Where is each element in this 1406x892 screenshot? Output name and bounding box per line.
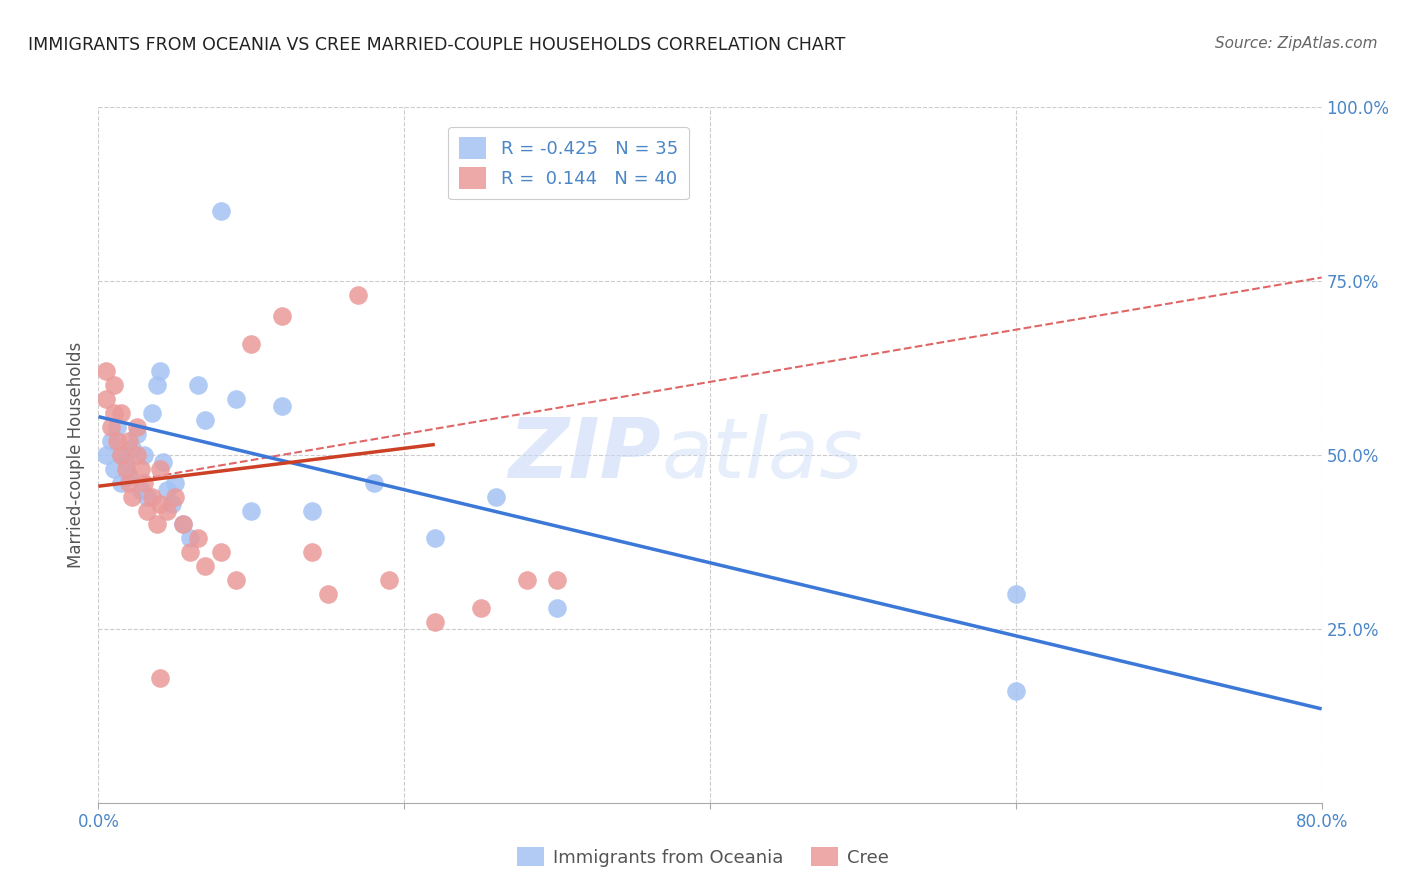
Point <box>423 615 446 629</box>
Point <box>1004 587 1026 601</box>
Point <box>149 462 172 476</box>
Point <box>105 434 128 448</box>
Legend: Immigrants from Oceania, Cree: Immigrants from Oceania, Cree <box>510 840 896 874</box>
Point <box>129 483 152 497</box>
Point <box>240 503 263 517</box>
Point <box>270 309 292 323</box>
Point <box>103 462 125 476</box>
Text: IMMIGRANTS FROM OCEANIA VS CREE MARRIED-COUPLE HOUSEHOLDS CORRELATION CHART: IMMIGRANTS FROM OCEANIA VS CREE MARRIED-… <box>28 36 845 54</box>
Point <box>118 434 141 448</box>
Point <box>94 364 117 378</box>
Y-axis label: Married-couple Households: Married-couple Households <box>66 342 84 568</box>
Point <box>194 559 217 574</box>
Text: Source: ZipAtlas.com: Source: ZipAtlas.com <box>1215 36 1378 51</box>
Point <box>163 475 186 490</box>
Point <box>105 420 128 434</box>
Text: atlas: atlas <box>661 415 863 495</box>
Point <box>209 204 232 219</box>
Point <box>194 413 217 427</box>
Point <box>179 532 201 546</box>
Point <box>347 288 370 302</box>
Point <box>485 490 508 504</box>
Point <box>145 517 167 532</box>
Point <box>172 517 194 532</box>
Point <box>270 399 292 413</box>
Point <box>110 448 132 462</box>
Point <box>115 455 138 469</box>
Point <box>240 336 263 351</box>
Point <box>125 448 148 462</box>
Point <box>363 475 385 490</box>
Point <box>149 671 172 685</box>
Point <box>301 545 323 559</box>
Point <box>141 406 163 420</box>
Point <box>94 448 117 462</box>
Point <box>152 455 174 469</box>
Point <box>136 503 159 517</box>
Point <box>1004 684 1026 698</box>
Point <box>301 503 323 517</box>
Point <box>160 497 183 511</box>
Point <box>110 448 132 462</box>
Point <box>470 601 492 615</box>
Point <box>149 497 172 511</box>
Point <box>156 483 179 497</box>
Point <box>179 545 201 559</box>
Point <box>145 378 167 392</box>
Point <box>225 573 247 587</box>
Point <box>118 475 141 490</box>
Point <box>172 517 194 532</box>
Point <box>100 434 122 448</box>
Point <box>546 601 568 615</box>
Point <box>225 392 247 407</box>
Point <box>516 573 538 587</box>
Point <box>378 573 401 587</box>
Point <box>134 475 156 490</box>
Point <box>121 490 143 504</box>
Point <box>149 364 172 378</box>
Point <box>110 475 132 490</box>
Point <box>423 532 446 546</box>
Point <box>163 490 186 504</box>
Point <box>134 448 156 462</box>
Point <box>546 573 568 587</box>
Point <box>129 462 152 476</box>
Point <box>125 420 148 434</box>
Point <box>94 392 117 407</box>
Point <box>103 406 125 420</box>
Point <box>156 503 179 517</box>
Point <box>115 462 138 476</box>
Text: ZIP: ZIP <box>509 415 661 495</box>
Point <box>136 490 159 504</box>
Point <box>209 545 232 559</box>
Point <box>110 406 132 420</box>
Point <box>100 420 122 434</box>
Point <box>125 427 148 442</box>
Point <box>187 532 209 546</box>
Point <box>103 378 125 392</box>
Point <box>121 441 143 455</box>
Point <box>118 468 141 483</box>
Point <box>187 378 209 392</box>
Point <box>316 587 339 601</box>
Legend: R = -0.425   N = 35, R =  0.144   N = 40: R = -0.425 N = 35, R = 0.144 N = 40 <box>449 127 689 200</box>
Point <box>141 490 163 504</box>
